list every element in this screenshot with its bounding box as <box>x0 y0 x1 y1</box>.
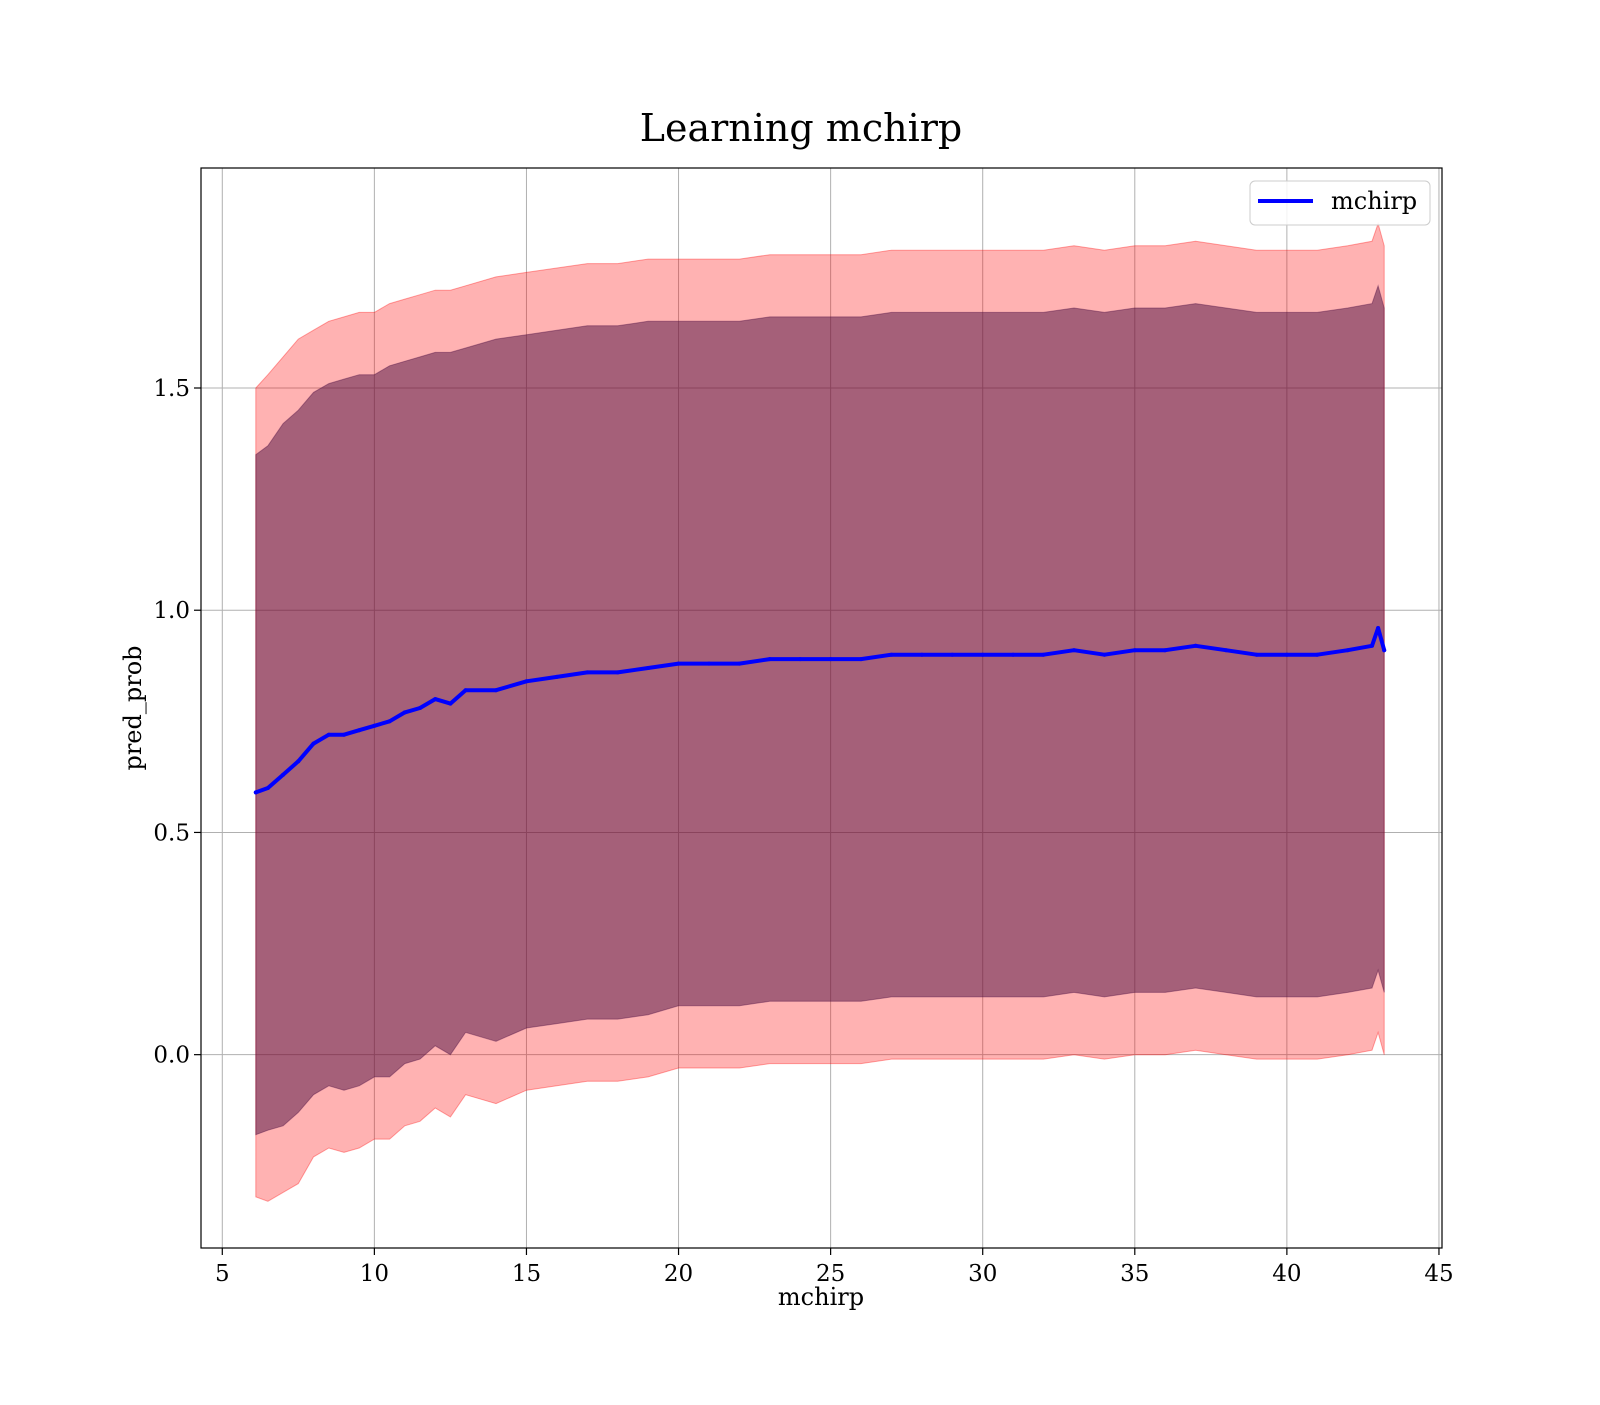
line-layer <box>253 626 1387 795</box>
data-point <box>265 786 270 790</box>
y-tick-label: 0.5 <box>153 820 190 846</box>
y-tick-label: 0.0 <box>153 1043 190 1069</box>
data-point <box>767 657 772 662</box>
data-point <box>798 657 803 662</box>
data-point <box>554 674 559 679</box>
data-point <box>494 688 498 693</box>
x-tick-label: 20 <box>664 1261 693 1287</box>
data-point <box>1254 652 1259 657</box>
data-point <box>1284 652 1289 657</box>
data-point <box>585 670 590 675</box>
data-point <box>342 732 346 737</box>
data-point <box>950 652 955 657</box>
data-point <box>448 701 453 706</box>
y-tick-label: 1.5 <box>153 376 190 402</box>
data-point <box>980 652 985 657</box>
data-point <box>357 728 362 733</box>
data-point <box>463 688 468 693</box>
data-point <box>1163 648 1168 653</box>
data-point <box>524 679 529 684</box>
data-point <box>828 657 833 662</box>
data-point <box>859 657 863 662</box>
x-tick-label: 10 <box>360 1261 389 1287</box>
data-point <box>1102 652 1107 657</box>
data-point <box>1041 652 1046 657</box>
data-point <box>889 652 894 657</box>
data-point <box>1132 648 1137 653</box>
legend-box <box>1249 180 1431 226</box>
x-tick-label: 45 <box>1424 1261 1453 1287</box>
x-tick-label: 5 <box>215 1261 230 1287</box>
data-point <box>1376 626 1381 630</box>
data-point <box>707 661 711 666</box>
data-point <box>433 697 438 702</box>
x-tick-label: 35 <box>1120 1261 1149 1287</box>
data-point <box>919 652 924 657</box>
y-tick-label: 1.0 <box>153 598 190 624</box>
data-point <box>1382 648 1387 653</box>
x-tick-label: 15 <box>512 1261 541 1287</box>
tick-layer: 5 10 15 20 25 30 35 40 45 0.0 0.5 1.0 1.5 <box>153 376 1453 1287</box>
data-point <box>676 661 681 666</box>
data-point <box>372 723 377 728</box>
data-point <box>615 670 620 675</box>
data-point <box>1072 648 1076 653</box>
x-tick-label: 25 <box>816 1261 845 1287</box>
band-layer <box>255 221 1385 1202</box>
legend-label: mchirp <box>1331 187 1417 215</box>
plot-frame <box>200 167 1443 1249</box>
legend: mchirp <box>1249 180 1431 226</box>
data-point <box>646 666 651 670</box>
data-point <box>1315 652 1320 657</box>
data-point <box>737 661 742 666</box>
data-point <box>253 790 258 795</box>
data-point <box>1370 643 1374 648</box>
y-axis-label: pred_prob <box>119 645 147 770</box>
data-point <box>296 759 301 764</box>
x-tick-label: 30 <box>968 1261 997 1287</box>
data-point <box>311 741 316 746</box>
data-point <box>418 706 422 710</box>
data-point <box>1345 648 1350 653</box>
data-point <box>281 772 286 777</box>
data-point <box>1011 652 1016 657</box>
inner-band <box>255 284 1385 1136</box>
data-point <box>326 732 331 737</box>
x-axis-label: mchirp <box>778 1283 864 1311</box>
data-point <box>1193 643 1198 648</box>
data-point <box>1224 648 1228 653</box>
data-point <box>402 710 407 715</box>
chart-title: Learning mchirp <box>640 106 962 150</box>
x-tick-label: 40 <box>1272 1261 1301 1287</box>
data-point <box>387 719 392 724</box>
